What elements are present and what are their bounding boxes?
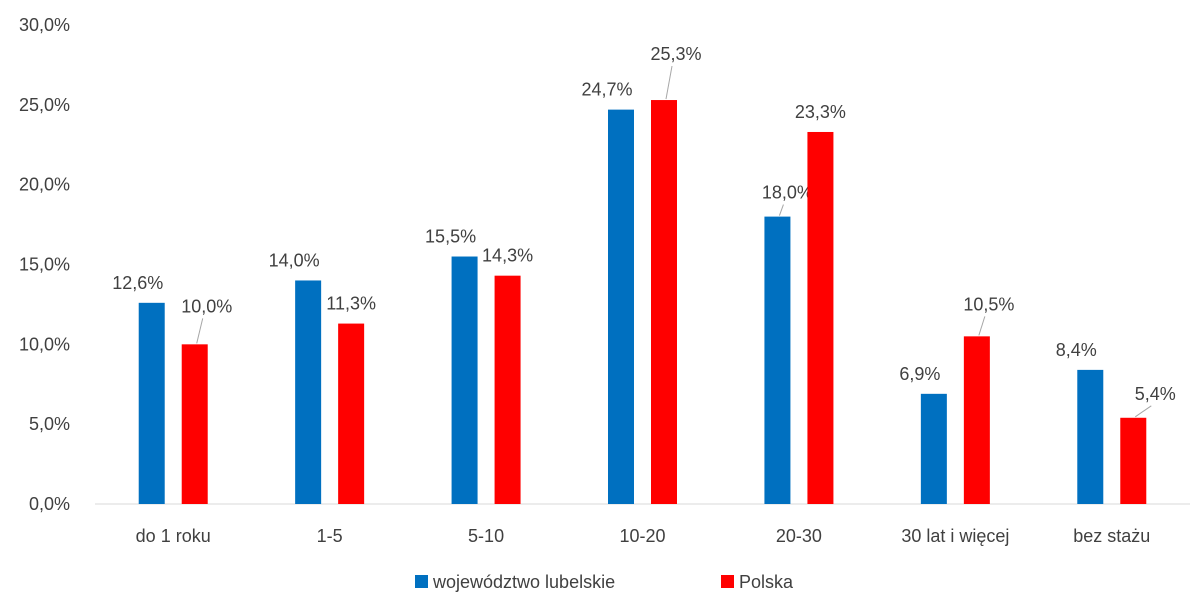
data-label: 8,4%	[1056, 340, 1097, 360]
leader-line	[1135, 405, 1152, 418]
data-label: 11,3%	[326, 294, 376, 314]
bar-lubelskie	[451, 256, 478, 504]
data-label: 14,0%	[269, 250, 320, 270]
leader-line	[665, 65, 673, 100]
bar-lubelskie	[920, 393, 947, 504]
x-tick-label: 5-10	[468, 526, 504, 546]
bar-polska	[651, 100, 677, 504]
data-label: 23,3%	[795, 102, 846, 122]
x-tick-label: 30 lat i więcej	[901, 526, 1009, 546]
data-label: 10,0%	[181, 296, 232, 316]
bar-lubelskie	[608, 109, 634, 504]
leader-line	[778, 204, 784, 216]
x-tick-label: 20-30	[776, 526, 822, 546]
legend-swatch-lubelskie	[415, 575, 428, 588]
data-label: 24,7%	[581, 80, 632, 100]
leader-line	[978, 316, 986, 336]
bar-polska	[963, 336, 990, 504]
x-tick-label: 10-20	[619, 526, 665, 546]
data-label: 15,5%	[425, 227, 476, 247]
legend-swatch-polska	[721, 575, 734, 588]
y-tick-label: 15,0%	[19, 255, 70, 275]
y-tick-label: 0,0%	[29, 494, 70, 514]
leader-line	[196, 318, 204, 344]
y-tick-label: 25,0%	[19, 95, 70, 115]
data-label: 10,5%	[963, 294, 1014, 314]
y-tick-label: 5,0%	[29, 414, 70, 434]
bar-polska	[338, 323, 365, 504]
legend-label: województwo lubelskie	[432, 572, 615, 592]
data-label: 5,4%	[1135, 384, 1176, 404]
bar-lubelskie	[295, 280, 322, 504]
bar-lubelskie	[138, 302, 165, 504]
y-tick-label: 10,0%	[19, 334, 70, 354]
bar-polska	[1120, 417, 1147, 504]
bar-polska	[494, 275, 521, 504]
bar-lubelskie	[764, 216, 791, 504]
x-tick-label: 1-5	[317, 526, 343, 546]
x-tick-label: do 1 roku	[136, 526, 211, 546]
bar-polska	[181, 344, 208, 504]
data-label: 25,3%	[650, 44, 701, 64]
bar-lubelskie	[1077, 369, 1104, 504]
data-label: 6,9%	[899, 364, 940, 384]
y-tick-label: 30,0%	[19, 15, 70, 35]
bar-polska	[807, 131, 834, 504]
data-label: 14,3%	[482, 246, 533, 266]
data-label: 12,6%	[112, 273, 163, 293]
y-tick-label: 20,0%	[19, 175, 70, 195]
data-label: 18,0%	[762, 183, 813, 203]
x-tick-label: bez stażu	[1073, 526, 1150, 546]
legend-label: Polska	[739, 572, 794, 592]
